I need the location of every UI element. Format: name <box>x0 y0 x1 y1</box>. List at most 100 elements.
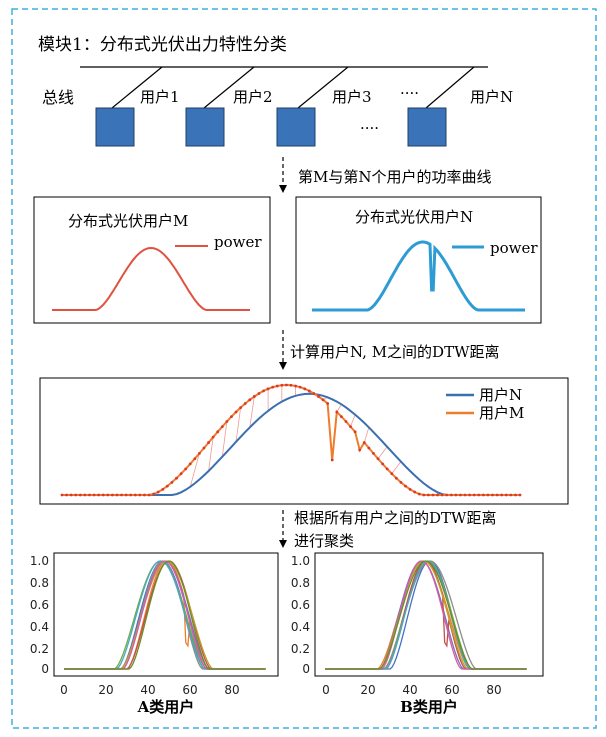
dtw-sample-dot <box>216 430 220 434</box>
dtw-sample-dot <box>220 425 224 428</box>
panel-n-curve <box>312 240 525 312</box>
dtw-sample-dot <box>161 487 165 491</box>
step1-label: 第M与第N个用户的功率曲线 <box>298 168 492 186</box>
dtw-sample-dot <box>317 395 320 398</box>
dtw-sample-dot <box>184 467 188 471</box>
user-block-2 <box>185 107 225 147</box>
dtw-sample-dot <box>312 392 316 395</box>
dtw-sample-dot <box>60 493 64 497</box>
dtw-match-line <box>336 404 342 413</box>
dtw-sample-dot <box>152 492 156 496</box>
user-block-1 <box>95 107 135 147</box>
dtw-sample-dot <box>257 392 261 395</box>
dtw-sample-dot <box>303 387 307 391</box>
cluster-a-xtick: 80 <box>224 683 239 697</box>
block-ellipsis: ···· <box>360 119 379 137</box>
dtw-sample-dot <box>110 493 114 497</box>
dtw-sample-dot <box>330 458 334 462</box>
cluster-b-xtick: 20 <box>360 683 375 697</box>
dtw-match-line <box>189 453 200 487</box>
dtw-sample-dot <box>381 462 384 466</box>
dtw-match-line <box>391 461 402 474</box>
dtw-sample-dot <box>165 484 169 488</box>
dtw-sample-dot <box>138 493 142 497</box>
dtw-sample-dot <box>78 493 82 497</box>
dtw-sample-dot <box>120 493 123 497</box>
dtw-sample-dot <box>509 493 513 497</box>
step2-arrowhead-icon <box>279 362 287 370</box>
user-taps <box>111 66 475 109</box>
dtw-sample-dot <box>463 493 467 497</box>
step2-label: 计算用户N, M之间的DTW距离 <box>290 343 500 361</box>
dtw-sample-dot <box>97 493 101 497</box>
dtw-sample-dot <box>372 451 375 455</box>
dtw-sample-dot <box>394 476 398 480</box>
cluster-a-yticks: 1.0 0.8 0.6 0.4 0.2 0 <box>30 554 49 676</box>
cluster-series-line <box>325 560 527 670</box>
dtw-sample-dot <box>349 425 352 428</box>
dtw-sample-dot <box>500 493 504 497</box>
dtw-sample-dot <box>239 406 243 410</box>
cluster-a-xtick: 20 <box>98 683 113 697</box>
cluster-a-axes <box>53 552 279 677</box>
dtw-sample-dot <box>289 383 293 387</box>
dtw-sample-dot <box>390 472 394 476</box>
cluster-a-ytick: 0.6 <box>30 598 49 612</box>
cluster-b-xtick: 80 <box>486 683 501 697</box>
dtw-sample-dot <box>193 457 197 461</box>
dtw-sample-dot <box>427 493 430 497</box>
cluster-b-ytick: 0 <box>302 662 310 676</box>
dtw-sample-dot <box>353 430 357 434</box>
dtw-match-line <box>350 414 356 427</box>
dtw-sample-dot <box>143 493 146 497</box>
dtw-sample-dot <box>211 435 215 439</box>
dtw-panel-frame <box>39 377 569 505</box>
dtw-sample-dot <box>101 493 105 497</box>
cluster-b-xticks: 0 20 40 60 80 <box>322 683 501 697</box>
cluster-b-yticks: 1.0 0.8 0.6 0.4 0.2 0 <box>291 554 310 676</box>
dtw-sample-dot <box>514 493 517 497</box>
dtw-sample-dot <box>362 441 366 444</box>
cluster-a-ytick: 0 <box>41 662 49 676</box>
dtw-sample-dot <box>449 493 453 497</box>
dtw-sample-dot <box>404 484 407 488</box>
dtw-sample-dot <box>252 395 256 398</box>
cluster-a-series <box>64 560 266 670</box>
panel-m-curve <box>52 246 250 311</box>
panel-n-frame <box>295 196 542 324</box>
dtw-sample-dot <box>417 492 421 496</box>
dtw-sample-dot <box>413 490 417 494</box>
dtw-sample-dot <box>408 487 412 491</box>
panel-n-legend: power <box>490 239 538 257</box>
cluster-a-xticks: 0 20 40 60 80 <box>60 683 239 697</box>
cluster-b-ytick: 0.6 <box>291 598 310 612</box>
cluster-b-series <box>325 560 527 670</box>
dtw-sample-dot <box>422 493 426 497</box>
dtw-match-line <box>249 396 255 428</box>
cluster-series-line <box>64 560 266 670</box>
dtw-sample-dot <box>74 493 78 497</box>
dtw-sample-dot <box>275 384 279 388</box>
dtw-sample-dot <box>88 493 91 497</box>
cluster-a-xtick: 60 <box>182 683 197 697</box>
user-label-1: 用户1 <box>140 88 180 106</box>
step1-arrowhead-icon <box>279 185 287 193</box>
dtw-match-line <box>377 446 388 459</box>
dtw-sample-dot <box>376 457 380 461</box>
dtw-sample-dot <box>436 493 439 497</box>
dtw-sample-dot <box>271 385 275 389</box>
dtw-sample-dot <box>326 402 330 405</box>
dtw-sample-dots <box>60 383 522 497</box>
dtw-sample-dot <box>298 385 302 389</box>
dtw-sample-dot <box>504 493 508 497</box>
dtw-sample-dot <box>454 493 458 497</box>
dtw-sample-dot <box>234 410 238 414</box>
dtw-sample-dot <box>335 410 339 414</box>
dtw-sample-dot <box>198 451 201 455</box>
outer-frame <box>11 8 597 729</box>
dtw-sample-dot <box>69 493 73 497</box>
dtw-sample-dot <box>495 493 499 497</box>
dtw-match-lines <box>189 385 402 487</box>
cluster-b-ytick: 0.8 <box>291 576 310 590</box>
dtw-sample-dot <box>230 415 233 419</box>
